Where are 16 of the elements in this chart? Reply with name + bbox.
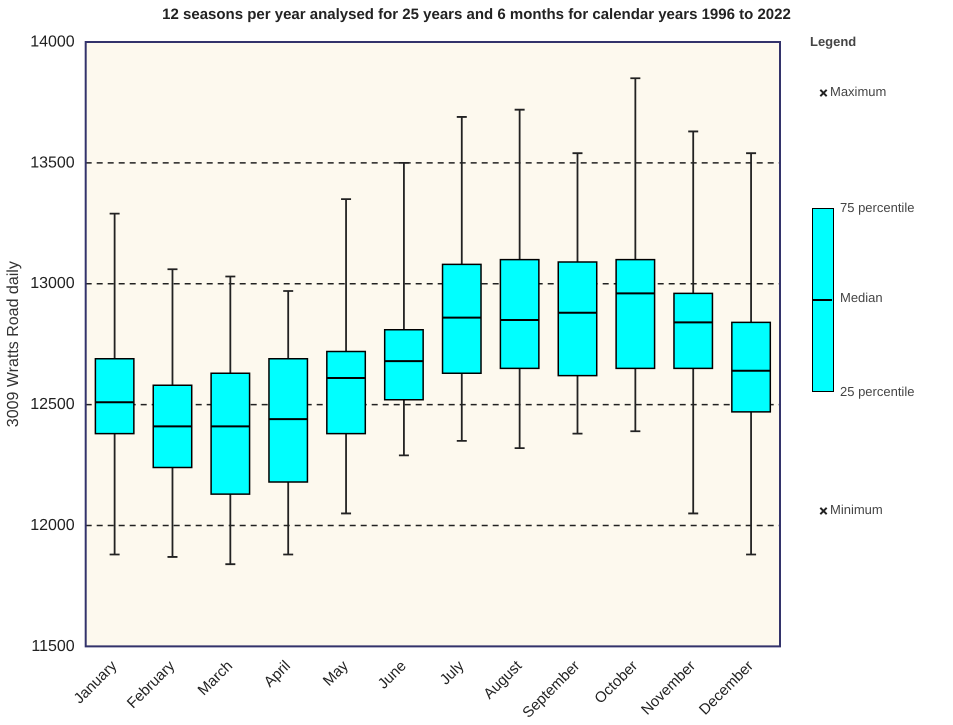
text: Maximum xyxy=(830,84,886,99)
y-tick-label: 12500 xyxy=(30,396,75,414)
text: 75 percentile xyxy=(840,200,914,215)
y-tick-label: 12000 xyxy=(30,516,75,534)
y-tick-label: 11500 xyxy=(31,638,75,655)
y-tick-label: 13000 xyxy=(30,275,75,292)
y-tick-label: 13500 xyxy=(30,154,75,172)
chart-title: 12 seasons per year analysed for 25 years and 6 months for calendar years 1996 to 2022 xyxy=(161,6,792,23)
text: Legend xyxy=(810,34,856,49)
text: 25 percentile xyxy=(840,384,914,399)
y-axis-title: 3009 Wratts Road daily xyxy=(5,261,22,428)
x-tick-label: July xyxy=(436,657,468,688)
y-tick-label: 14000 xyxy=(30,33,75,50)
text: Minimum xyxy=(830,502,883,517)
text: Median xyxy=(840,290,883,305)
x-tick-label: May xyxy=(320,657,352,690)
